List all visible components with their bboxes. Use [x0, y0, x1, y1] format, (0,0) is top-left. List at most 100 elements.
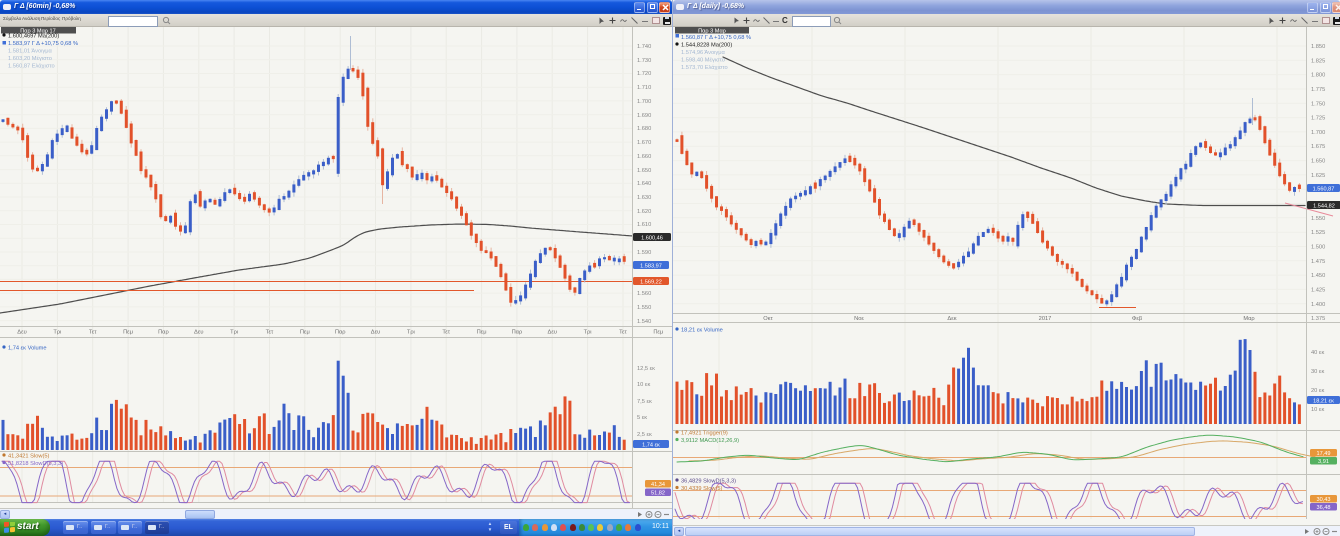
svg-text:1.630: 1.630	[637, 195, 651, 201]
svg-text:1.670: 1.670	[637, 140, 651, 146]
svg-text:7,5 εκ: 7,5 εκ	[637, 399, 652, 405]
svg-text:1.600,4697 Ma(200): 1.600,4697 Ma(200)	[8, 34, 59, 40]
svg-text:1.625: 1.625	[1311, 173, 1325, 179]
svg-text:Οκτ: Οκτ	[763, 316, 773, 322]
svg-text:30,43: 30,43	[1317, 497, 1331, 503]
svg-text:1.544,82: 1.544,82	[1313, 203, 1335, 209]
svg-text:1.610: 1.610	[637, 222, 651, 228]
svg-text:1.581,01 Άνοιγμα: 1.581,01 Άνοιγμα	[8, 49, 52, 55]
svg-text:Παρ 3 Μαρ 17: Παρ 3 Μαρ 17	[20, 29, 56, 35]
svg-text:Μαρ: Μαρ	[1243, 316, 1254, 322]
svg-text:1.583,97 Γ Δ +10,75 0,68 %: 1.583,97 Γ Δ +10,75 0,68 %	[8, 41, 78, 47]
svg-text:1.525: 1.525	[1311, 230, 1325, 236]
svg-text:40 εκ: 40 εκ	[1311, 350, 1324, 356]
svg-text:1.660: 1.660	[637, 154, 651, 160]
svg-text:Τρι: Τρι	[53, 330, 62, 336]
svg-text:1.740: 1.740	[637, 44, 651, 50]
svg-text:1.650: 1.650	[637, 168, 651, 174]
svg-text:Δευ: Δευ	[17, 330, 26, 336]
svg-text:17,4921 Trigger(9): 17,4921 Trigger(9)	[681, 431, 728, 437]
svg-text:1.450: 1.450	[1311, 273, 1325, 279]
svg-text:41,3421 Slow(5): 41,3421 Slow(5)	[8, 454, 50, 460]
svg-text:30 εκ: 30 εκ	[1311, 369, 1324, 375]
svg-text:1.700: 1.700	[1311, 130, 1325, 136]
svg-text:1,74 εκ: 1,74 εκ	[642, 442, 660, 448]
svg-text:1.500: 1.500	[1311, 244, 1325, 250]
svg-text:1.650: 1.650	[1311, 159, 1325, 165]
svg-text:1.590: 1.590	[637, 250, 651, 256]
svg-text:Τρι: Τρι	[230, 330, 239, 336]
svg-text:Παρ: Παρ	[158, 330, 169, 336]
svg-text:1.710: 1.710	[637, 85, 651, 91]
svg-text:1.475: 1.475	[1311, 259, 1325, 265]
svg-text:1.540: 1.540	[637, 319, 651, 325]
svg-text:1.825: 1.825	[1311, 58, 1325, 64]
svg-text:1.560,87: 1.560,87	[1313, 186, 1335, 192]
svg-text:1.573,70 Ελάχιστο: 1.573,70 Ελάχιστο	[681, 64, 728, 71]
svg-text:Δευ: Δευ	[371, 330, 380, 336]
svg-text:Παρ 3 Μαρ: Παρ 3 Μαρ	[698, 29, 726, 35]
svg-text:1.574,96 Άνοιγμα: 1.574,96 Άνοιγμα	[681, 50, 725, 56]
svg-text:41,34: 41,34	[651, 482, 665, 488]
svg-text:10 εκ: 10 εκ	[1311, 407, 1324, 413]
svg-text:36,4829 SlowD(5,3,3): 36,4829 SlowD(5,3,3)	[681, 479, 736, 485]
svg-text:Πεμ: Πεμ	[477, 330, 487, 336]
svg-text:30,4339 Slow(5): 30,4339 Slow(5)	[681, 486, 723, 492]
svg-text:Φεβ: Φεβ	[1132, 316, 1143, 322]
svg-text:20 εκ: 20 εκ	[1311, 388, 1324, 394]
svg-text:1.603,20 Μέγιστο: 1.603,20 Μέγιστο	[8, 55, 52, 62]
svg-text:1.600,46: 1.600,46	[641, 235, 663, 241]
svg-text:18,21 εκ Volume: 18,21 εκ Volume	[681, 328, 723, 334]
svg-text:3,9112 MACD(12,26,9): 3,9112 MACD(12,26,9)	[681, 438, 739, 444]
svg-text:Τρι: Τρι	[584, 330, 593, 336]
svg-text:1.730: 1.730	[637, 58, 651, 64]
svg-text:36,48: 36,48	[1317, 505, 1331, 511]
svg-text:10 εκ: 10 εκ	[637, 382, 650, 388]
svg-text:Παρ: Παρ	[512, 330, 523, 336]
svg-text:1.550: 1.550	[637, 305, 651, 311]
svg-text:1.544,8228 Ma(200): 1.544,8228 Ma(200)	[681, 43, 732, 49]
svg-text:5 εκ: 5 εκ	[637, 415, 647, 421]
svg-text:1.560,87 Ελάχιστο: 1.560,87 Ελάχιστο	[8, 63, 55, 70]
svg-text:18,21 εκ: 18,21 εκ	[1313, 398, 1334, 404]
svg-text:Τετ: Τετ	[619, 330, 627, 336]
svg-text:1.569,22: 1.569,22	[640, 279, 662, 285]
svg-text:1.800: 1.800	[1311, 73, 1325, 79]
svg-text:1.750: 1.750	[1311, 101, 1325, 107]
svg-text:Πεμ: Πεμ	[653, 330, 663, 336]
svg-text:1.375: 1.375	[1311, 316, 1325, 322]
svg-text:1.640: 1.640	[637, 181, 651, 187]
svg-text:Δεκ: Δεκ	[947, 316, 956, 322]
svg-text:17,49: 17,49	[1317, 451, 1331, 457]
svg-text:1.598,40 Μέγιστο: 1.598,40 Μέγιστο	[681, 57, 725, 64]
svg-text:1.620: 1.620	[637, 209, 651, 215]
svg-text:1.583,97: 1.583,97	[640, 263, 662, 269]
svg-text:51,82: 51,82	[651, 490, 665, 496]
svg-text:Τρι: Τρι	[407, 330, 416, 336]
svg-text:1.700: 1.700	[637, 99, 651, 105]
svg-text:Τετ: Τετ	[442, 330, 450, 336]
svg-text:1,74 εκ Volume: 1,74 εκ Volume	[8, 346, 47, 352]
svg-text:3,91: 3,91	[1318, 459, 1329, 465]
svg-text:Τετ: Τετ	[89, 330, 97, 336]
svg-text:2017: 2017	[1039, 316, 1052, 322]
svg-text:1.560,87 Γ Δ +10,75 0,68 %: 1.560,87 Γ Δ +10,75 0,68 %	[681, 35, 751, 41]
svg-text:1.720: 1.720	[637, 71, 651, 77]
svg-text:Παρ: Παρ	[335, 330, 346, 336]
svg-text:2,5 εκ: 2,5 εκ	[637, 432, 652, 438]
svg-text:Νοε: Νοε	[854, 316, 864, 322]
svg-text:Πεμ: Πεμ	[300, 330, 310, 336]
svg-text:1.560: 1.560	[637, 291, 651, 297]
svg-text:12,5 εκ: 12,5 εκ	[637, 366, 655, 372]
svg-text:Δευ: Δευ	[194, 330, 203, 336]
svg-text:1.690: 1.690	[637, 113, 651, 119]
svg-text:1.425: 1.425	[1311, 287, 1325, 293]
svg-text:Τετ: Τετ	[266, 330, 274, 336]
svg-text:1.850: 1.850	[1311, 44, 1325, 50]
svg-text:Πεμ: Πεμ	[123, 330, 133, 336]
svg-text:1.725: 1.725	[1311, 116, 1325, 122]
svg-text:1.550: 1.550	[1311, 216, 1325, 222]
svg-text:1.775: 1.775	[1311, 87, 1325, 93]
svg-text:51,8218 SlowD(5,3,3): 51,8218 SlowD(5,3,3)	[8, 461, 63, 467]
svg-text:1.400: 1.400	[1311, 302, 1325, 308]
